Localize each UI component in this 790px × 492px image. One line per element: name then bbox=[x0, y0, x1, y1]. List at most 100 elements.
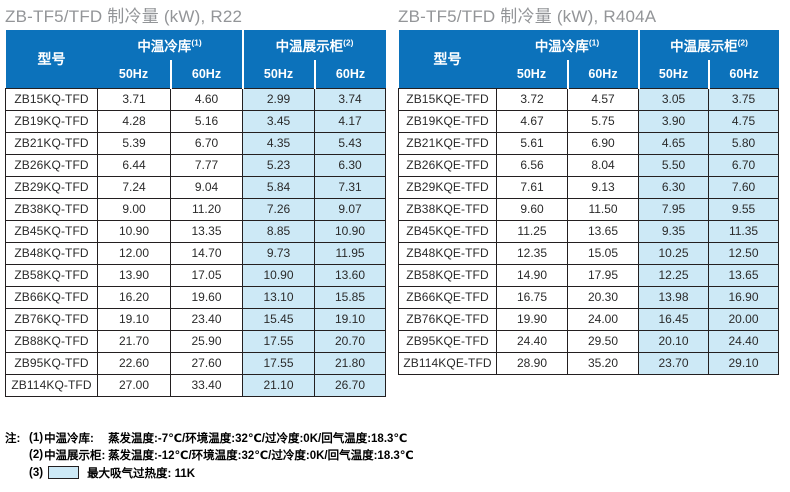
value-cell: 3.72 bbox=[496, 87, 568, 111]
value-cell-highlighted: 17.55 bbox=[242, 351, 316, 375]
value-cell: 4.60 bbox=[169, 87, 244, 111]
value-cell: 6.70 bbox=[169, 131, 244, 155]
table-row: ZB21KQ-TFD 5.39 6.70 4.35 5.43 bbox=[5, 131, 387, 155]
value-cell-highlighted: 9.35 bbox=[638, 219, 710, 243]
freq-header-60hz: 60Hz bbox=[708, 60, 779, 88]
value-cell: 3.71 bbox=[97, 87, 171, 111]
table-row: ZB48KQE-TFD 12.35 15.05 10.25 12.50 bbox=[398, 241, 780, 265]
model-cell: ZB19KQ-TFD bbox=[5, 109, 98, 133]
footnote-label: 中温冷库: bbox=[44, 432, 94, 445]
value-cell-highlighted: 13.98 bbox=[638, 285, 710, 309]
value-cell: 20.30 bbox=[566, 285, 640, 309]
cold-storage-group-header: 中温冷库(1) bbox=[496, 30, 640, 60]
footnote-ref-2: (2) bbox=[343, 37, 354, 48]
footnote-line-1: 注: (1) 中温冷库: 蒸发温度:-7℃/环境温度:32℃/过冷度:0K/回气… bbox=[5, 429, 435, 447]
value-cell-highlighted: 13.65 bbox=[708, 263, 780, 287]
r404a-table-section: ZB-TF5/TFD 制冷量 (kW), R404A 型号 中温冷库(1) 中温… bbox=[398, 2, 780, 375]
value-cell-highlighted: 13.10 bbox=[242, 285, 316, 309]
model-cell: ZB66KQE-TFD bbox=[398, 285, 497, 309]
value-cell: 13.90 bbox=[97, 263, 171, 287]
value-cell-highlighted: 2.99 bbox=[242, 87, 316, 111]
table-row: ZB95KQ-TFD 22.60 27.60 17.55 21.80 bbox=[5, 351, 387, 375]
value-cell-highlighted: 10.90 bbox=[314, 219, 387, 243]
value-cell-highlighted: 5.84 bbox=[242, 175, 316, 199]
model-cell: ZB29KQ-TFD bbox=[5, 175, 98, 199]
value-cell-highlighted: 15.85 bbox=[314, 285, 387, 309]
value-cell-highlighted: 3.90 bbox=[638, 109, 710, 133]
value-cell-highlighted: 12.25 bbox=[638, 263, 710, 287]
value-cell: 12.00 bbox=[97, 241, 171, 265]
value-cell: 13.65 bbox=[566, 219, 640, 243]
value-cell-highlighted: 5.43 bbox=[314, 131, 387, 155]
model-column-header: 型号 bbox=[5, 30, 98, 88]
table-row: ZB58KQE-TFD 14.90 17.95 12.25 13.65 bbox=[398, 263, 780, 287]
value-cell: 16.20 bbox=[97, 285, 171, 309]
value-cell: 8.04 bbox=[566, 153, 640, 177]
model-cell: ZB76KQ-TFD bbox=[5, 307, 98, 331]
table-row: ZB29KQE-TFD 7.61 9.13 6.30 7.60 bbox=[398, 175, 780, 199]
table-row: ZB114KQE-TFD 28.90 35.20 23.70 29.10 bbox=[398, 351, 780, 375]
value-cell-highlighted: 16.45 bbox=[638, 307, 710, 331]
footnote-text: 最大吸气过热度: 11K bbox=[87, 467, 196, 480]
table-row: ZB95KQE-TFD 24.40 29.50 20.10 24.40 bbox=[398, 329, 780, 353]
value-cell: 19.10 bbox=[97, 307, 171, 331]
value-cell: 4.28 bbox=[97, 109, 171, 133]
model-cell: ZB114KQ-TFD bbox=[5, 373, 98, 397]
value-cell: 28.90 bbox=[496, 351, 568, 375]
value-cell: 24.40 bbox=[496, 329, 568, 353]
value-cell: 5.39 bbox=[97, 131, 171, 155]
table-row: ZB66KQE-TFD 16.75 20.30 13.98 16.90 bbox=[398, 285, 780, 309]
value-cell: 19.60 bbox=[169, 285, 244, 309]
value-cell-highlighted: 3.75 bbox=[708, 87, 780, 111]
table-row: ZB58KQ-TFD 13.90 17.05 10.90 13.60 bbox=[5, 263, 387, 287]
value-cell-highlighted: 4.35 bbox=[242, 131, 316, 155]
value-cell-highlighted: 7.31 bbox=[314, 175, 387, 199]
value-cell: 14.70 bbox=[169, 241, 244, 265]
value-cell: 17.95 bbox=[566, 263, 640, 287]
model-cell: ZB26KQE-TFD bbox=[398, 153, 497, 177]
model-cell: ZB38KQ-TFD bbox=[5, 197, 98, 221]
model-cell: ZB95KQE-TFD bbox=[398, 329, 497, 353]
footnote-line-3: (3) 最大吸气过热度: 11K bbox=[5, 464, 435, 482]
value-cell-highlighted: 8.85 bbox=[242, 219, 316, 243]
r404a-table-title: ZB-TF5/TFD 制冷量 (kW), R404A bbox=[398, 7, 657, 26]
model-cell: ZB114KQE-TFD bbox=[398, 351, 497, 375]
value-cell: 7.61 bbox=[496, 175, 568, 199]
model-cell: ZB48KQ-TFD bbox=[5, 241, 98, 265]
model-cell: ZB45KQE-TFD bbox=[398, 219, 497, 243]
value-cell-highlighted: 9.55 bbox=[708, 197, 780, 221]
table-row: ZB38KQE-TFD 9.60 11.50 7.95 9.55 bbox=[398, 197, 780, 221]
value-cell-highlighted: 6.30 bbox=[314, 153, 387, 177]
value-cell-highlighted: 10.25 bbox=[638, 241, 710, 265]
value-cell-highlighted: 5.23 bbox=[242, 153, 316, 177]
freq-header-50hz: 50Hz bbox=[496, 60, 569, 88]
value-cell-highlighted: 26.70 bbox=[314, 373, 387, 397]
value-cell: 13.35 bbox=[169, 219, 244, 243]
value-cell-highlighted: 3.74 bbox=[314, 87, 387, 111]
table-row: ZB38KQ-TFD 9.00 11.20 7.26 9.07 bbox=[5, 197, 387, 221]
model-cell: ZB19KQE-TFD bbox=[398, 109, 497, 133]
freq-header-50hz: 50Hz bbox=[97, 60, 172, 88]
value-cell-highlighted: 16.90 bbox=[708, 285, 780, 309]
value-cell: 6.56 bbox=[496, 153, 568, 177]
table-row: ZB48KQ-TFD 12.00 14.70 9.73 11.95 bbox=[5, 241, 387, 265]
value-cell: 29.50 bbox=[566, 329, 640, 353]
r22-capacity-table: 型号 中温冷库(1) 中温展示柜(2) 50Hz 60Hz 50Hz 60Hz … bbox=[5, 30, 387, 397]
cold-storage-group-header: 中温冷库(1) bbox=[97, 30, 244, 60]
value-cell: 27.00 bbox=[97, 373, 171, 397]
value-cell: 15.05 bbox=[566, 241, 640, 265]
model-cell: ZB21KQ-TFD bbox=[5, 131, 98, 155]
model-cell: ZB29KQE-TFD bbox=[398, 175, 497, 199]
footnote-line-2: (2) 中温展示柜: 蒸发温度:-12℃/环境温度:32℃/过冷度:0K/回气温… bbox=[5, 447, 435, 465]
value-cell: 10.90 bbox=[97, 219, 171, 243]
model-cell: ZB38KQE-TFD bbox=[398, 197, 497, 221]
r22-table-section: ZB-TF5/TFD 制冷量 (kW), R22 型号 中温冷库(1) 中温展示… bbox=[5, 2, 387, 397]
footnote-number: (2) bbox=[29, 449, 44, 462]
footnote-ref-1: (1) bbox=[588, 37, 600, 48]
model-cell: ZB26KQ-TFD bbox=[5, 153, 98, 177]
value-cell-highlighted: 23.70 bbox=[638, 351, 710, 375]
value-cell: 27.60 bbox=[169, 351, 244, 375]
value-cell-highlighted: 11.35 bbox=[708, 219, 780, 243]
r22-table-header: 型号 中温冷库(1) 中温展示柜(2) 50Hz 60Hz 50Hz 60Hz bbox=[5, 30, 386, 88]
model-cell: ZB15KQE-TFD bbox=[398, 87, 497, 111]
